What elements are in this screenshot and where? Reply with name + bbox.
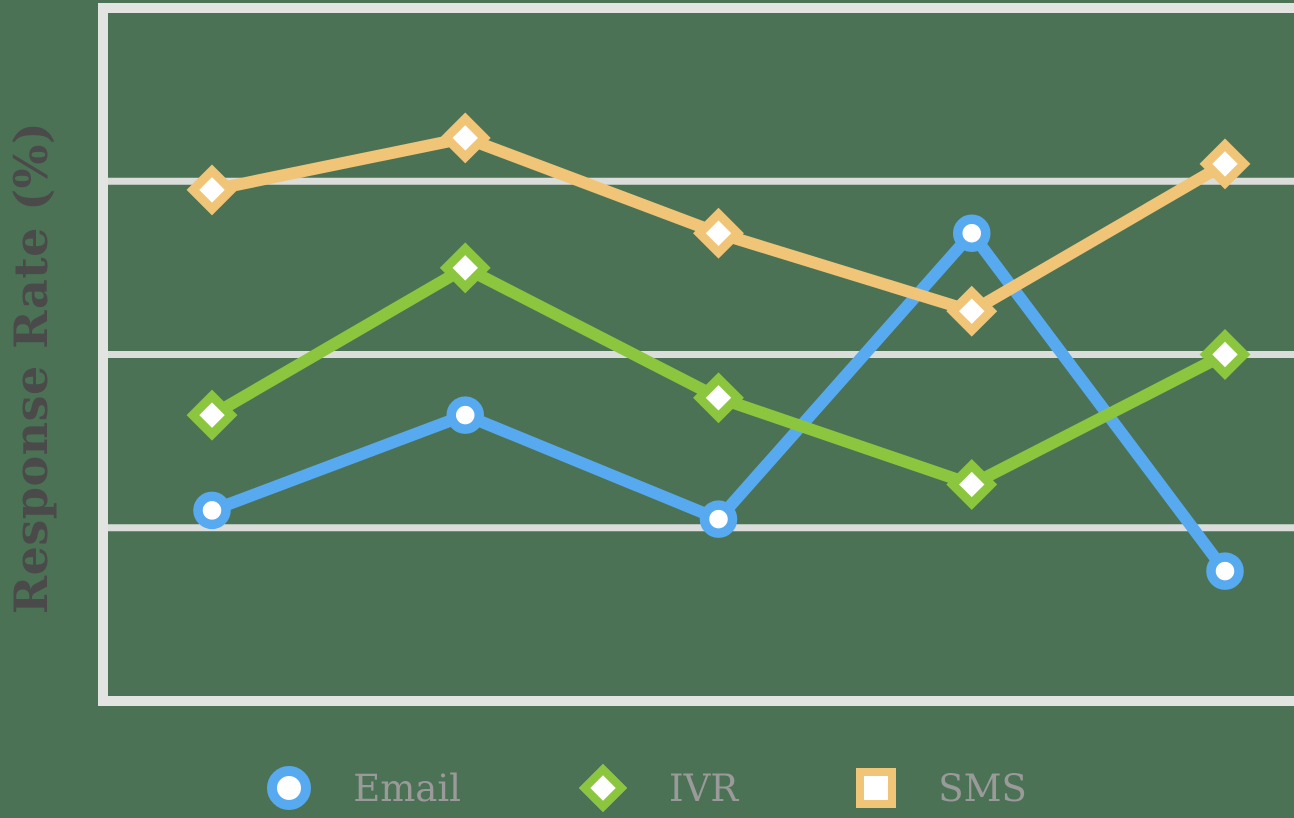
- data-point-ivr-5: [1199, 329, 1251, 380]
- data-point-sms-5: [1199, 138, 1251, 190]
- chart-legend: Email IVR SMS: [0, 758, 1294, 818]
- data-point-ivr-2: [439, 242, 491, 294]
- data-point-sms-3: [693, 207, 744, 259]
- data-point-sms-1: [186, 164, 238, 216]
- legend-label-email: Email: [353, 766, 462, 810]
- data-point-ivr-4: [946, 458, 998, 510]
- data-point-email-3: [699, 500, 738, 538]
- ivr-diamond-marker-icon: [578, 763, 628, 813]
- data-point-email-4: [953, 214, 991, 252]
- data-point-email-1: [193, 491, 231, 530]
- data-point-email-5: [1206, 552, 1244, 590]
- legend-item-sms: SMS: [856, 767, 1027, 810]
- data-point-sms-2: [439, 112, 491, 164]
- data-point-ivr-1: [186, 389, 238, 441]
- data-point-ivr-3: [693, 372, 744, 424]
- legend-item-email: Email: [267, 766, 461, 810]
- data-point-email-2: [446, 396, 484, 434]
- sms-square-marker-icon: [856, 768, 897, 808]
- y-axis-label: Response Rate (%): [4, 121, 58, 615]
- legend-label-ivr: IVR: [669, 766, 739, 810]
- legend-label-sms: SMS: [938, 766, 1027, 810]
- data-point-sms-4: [946, 285, 998, 337]
- email-circle-marker-icon: [267, 766, 312, 810]
- legend-item-ivr: IVR: [578, 763, 739, 813]
